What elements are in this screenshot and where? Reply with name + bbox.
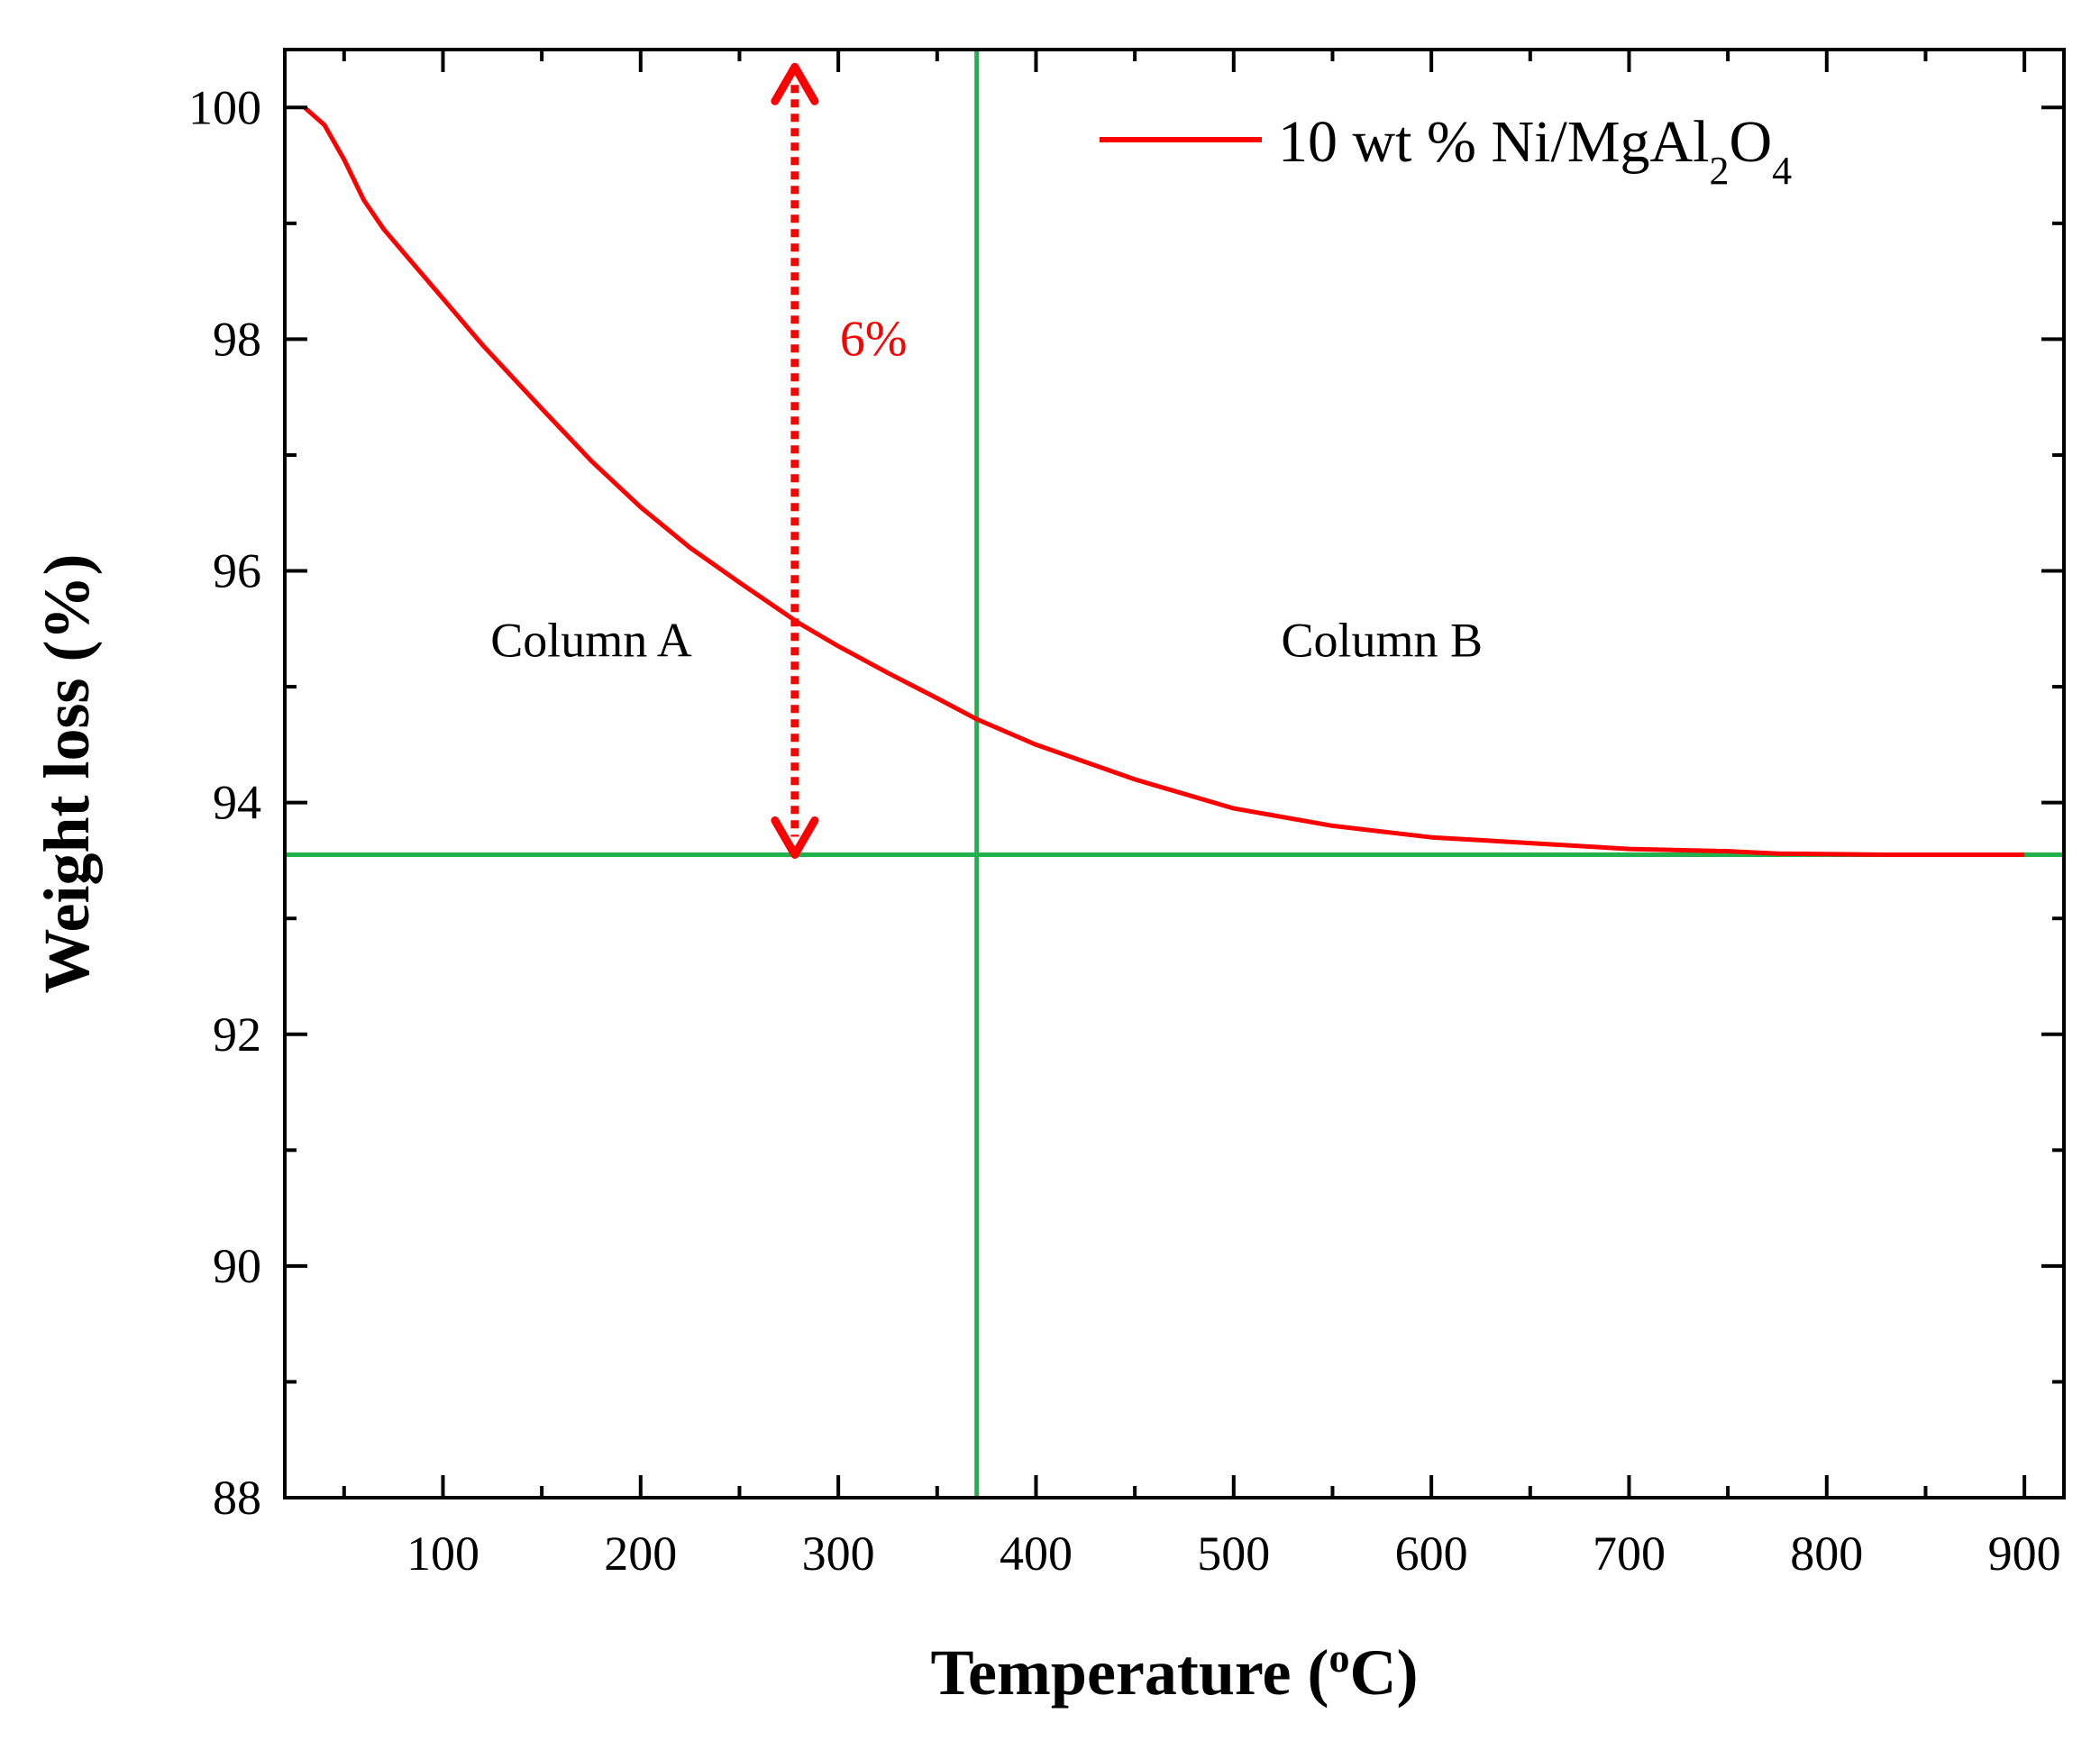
- plot-frame: [283, 48, 2066, 1499]
- legend-label: 10 wt % Ni/MgAl2O4: [1278, 109, 1792, 193]
- y-tick-label: 94: [213, 776, 261, 830]
- x-tick-label: 200: [604, 1527, 677, 1581]
- x-tick-label: 900: [1988, 1527, 2061, 1581]
- y-tick-label: 88: [213, 1471, 261, 1525]
- y-tick-label: 92: [213, 1007, 261, 1062]
- y-tick-label: 90: [213, 1239, 261, 1293]
- region-label-0: Column A: [490, 614, 692, 668]
- series-line-0: [303, 105, 2025, 857]
- y-axis-title: Weight loss (%): [31, 553, 103, 993]
- x-tick-label: 700: [1593, 1527, 1666, 1581]
- x-tick-label: 300: [802, 1527, 875, 1581]
- arrow-label: 6%: [840, 311, 908, 367]
- region-label-1: Column B: [1282, 614, 1484, 668]
- arrow-head-up-icon: [771, 62, 819, 105]
- y-tick-label: 96: [213, 544, 261, 598]
- x-tick-label: 500: [1197, 1527, 1270, 1581]
- x-tick-label: 800: [1790, 1527, 1863, 1581]
- x-axis-title: Temperature (oC): [931, 1635, 1419, 1709]
- x-tick-label: 600: [1395, 1527, 1468, 1581]
- arrow-head-down-icon: [771, 816, 819, 859]
- y-tick-label: 98: [213, 312, 261, 366]
- y-tick-label: 100: [188, 80, 261, 134]
- x-tick-label: 400: [1000, 1527, 1073, 1581]
- x-tick-label: 100: [406, 1527, 479, 1581]
